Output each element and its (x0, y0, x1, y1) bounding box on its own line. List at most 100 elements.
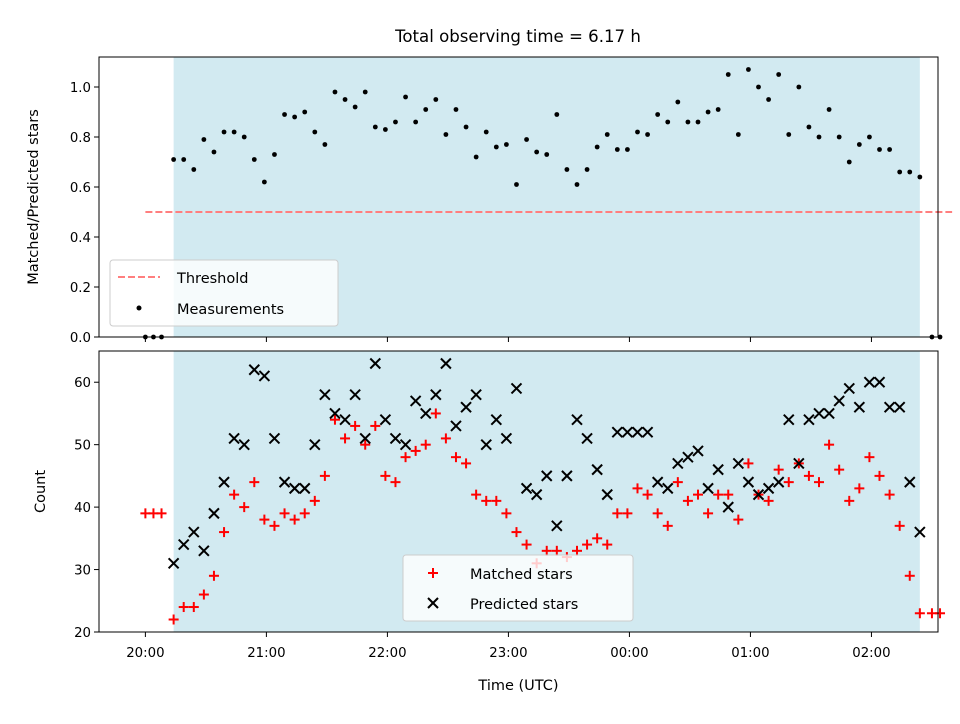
count-y-axis: 20 30 40 50 60 (74, 376, 99, 641)
predicted-star-point (823, 407, 835, 420)
predicted-star-point-b (793, 457, 805, 470)
predicted-star-point (530, 488, 543, 501)
measurement-point (635, 129, 640, 135)
time-x-tick-label: 21:00 (247, 646, 285, 661)
matched-star-point (914, 608, 925, 619)
matched-star-point (622, 508, 633, 519)
predicted-star-point (692, 445, 704, 457)
matched-star-point (289, 514, 300, 525)
threshold-legend-label: Threshold (176, 271, 248, 287)
measurement-point (393, 119, 398, 125)
predicted-star-point-b (813, 407, 825, 420)
measurement-point (493, 144, 499, 150)
matched-star-point (360, 439, 371, 450)
matched-star-point (541, 545, 552, 556)
matched-star-point (440, 433, 451, 444)
predicted-star-point (248, 364, 261, 376)
matched-star-point (269, 520, 280, 531)
measurement-point (211, 149, 217, 155)
predicted-star-point (601, 488, 613, 501)
ratio-y-axis-label: Matched/Predicted stars (26, 109, 42, 285)
predicted-star-point-b (500, 432, 513, 445)
predicted-star-point (672, 457, 684, 470)
measurement-point (554, 112, 560, 117)
matched-star-point (935, 608, 946, 619)
measurement-point (796, 84, 802, 90)
predicted-star-point (651, 476, 664, 488)
measurement-point (251, 157, 257, 162)
predicted-star-point-b (672, 457, 684, 470)
predicted-star-point-b (369, 357, 382, 370)
ratio-y-tick-label: 0.6 (70, 181, 91, 196)
predicted-star-point (631, 426, 644, 438)
predicted-star-point (783, 413, 795, 426)
predicted-star-point (762, 482, 775, 495)
matched-star-point (208, 570, 219, 581)
predicted-star-point-b (692, 445, 704, 457)
predicted-star-point-b (682, 451, 694, 463)
predicted-star-point (470, 389, 482, 401)
predicted-star-point (208, 507, 220, 520)
measurement-point (816, 134, 822, 140)
matched-star-point (743, 458, 754, 469)
predicted-star-point (430, 389, 442, 401)
predicted-star-point (571, 413, 583, 426)
measurement-point (261, 179, 267, 185)
predicted-star-point-b (450, 420, 462, 432)
predicted-star-point (440, 357, 452, 370)
matched-star-point (551, 545, 562, 556)
measurement-point (746, 67, 751, 72)
matched-star-point (703, 508, 714, 519)
measurement-point (877, 147, 882, 152)
matched-star-point (350, 420, 361, 431)
predicted-star-point (541, 470, 553, 482)
matched-star-point (471, 489, 482, 500)
measurement-point (574, 182, 580, 187)
matched-star-point (259, 514, 270, 525)
predicted-star-point-b (601, 488, 613, 501)
measurement-point (423, 107, 429, 112)
predicted-legend-marker-b (427, 597, 439, 609)
matched-star-point (803, 470, 814, 481)
predicted-star-point-b (359, 432, 371, 445)
measurement-point (443, 132, 449, 137)
predicted-star-point-b (762, 482, 775, 495)
ratio-y-tick-label: 0.8 (70, 131, 91, 146)
matched-star-point (380, 470, 391, 481)
matched-star-point (249, 477, 260, 488)
time-x-tick-label: 22:00 (368, 646, 406, 661)
predicted-star-point (682, 451, 694, 463)
matched-star-point (834, 464, 845, 475)
predicted-star-point-b (530, 488, 543, 501)
measurement-point (614, 147, 620, 152)
predicted-star-point-b (430, 389, 442, 401)
predicted-star-point-b (752, 488, 765, 501)
predicted-star-point-b (883, 401, 896, 413)
measurement-point (433, 97, 439, 102)
predicted-star-point-b (470, 389, 482, 401)
predicted-star-point (833, 395, 845, 407)
measurement-point (735, 132, 741, 137)
measurement-point (625, 147, 630, 152)
predicted-star-point (551, 520, 563, 532)
predicted-star-point (581, 432, 593, 445)
measurements-legend-swatch (136, 305, 142, 311)
measurement-point (514, 182, 519, 187)
predicted-star-point-b (409, 395, 422, 407)
measurement-point (322, 142, 328, 147)
predicted-star-point (641, 426, 654, 438)
count-panel: 20 30 40 50 60 20:00 21:00 22:00 23:00 00:00 01:0… (33, 350, 946, 694)
predicted-star-point (883, 401, 896, 413)
count-y-tick-label: 30 (74, 564, 91, 579)
predicted-star-point (288, 482, 301, 495)
measurement-point (372, 124, 378, 130)
measurement-point (887, 147, 892, 152)
matched-star-point (571, 545, 582, 556)
measurement-point (705, 109, 711, 115)
time-x-tick-label: 00:00 (610, 646, 648, 661)
predicted-star-point-b (177, 538, 190, 551)
measurement-point (937, 334, 943, 340)
measurement-point (725, 72, 731, 77)
predicted-star-point-b (399, 438, 412, 451)
predicted-star-point (742, 476, 755, 488)
